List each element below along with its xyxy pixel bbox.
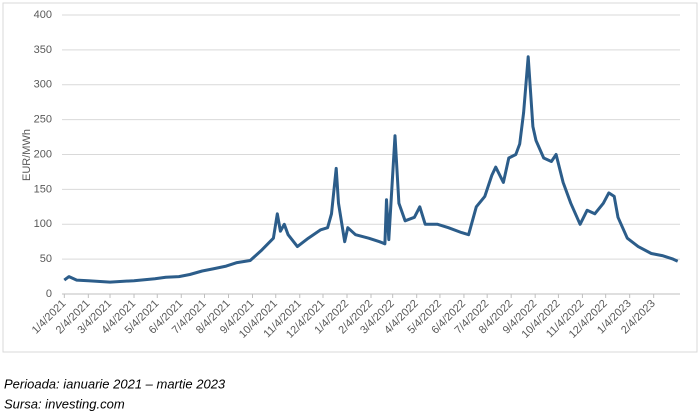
- y-axis-label: EUR/MWh: [21, 129, 33, 181]
- y-tick-label: 250: [34, 114, 52, 126]
- y-tick-label: 100: [34, 218, 52, 230]
- y-tick-label: 400: [34, 9, 52, 21]
- y-tick-label: 150: [34, 183, 52, 195]
- y-tick-label: 350: [34, 44, 52, 56]
- y-tick-label: 50: [40, 253, 52, 265]
- line-series: [63, 55, 679, 284]
- note: Perioada: ianuarie 2021 – martie 2023: [4, 376, 226, 391]
- y-tick-label: 300: [34, 79, 52, 91]
- y-tick-label: 200: [34, 148, 52, 160]
- y-tick-label: 0: [46, 288, 52, 300]
- note: Sursa: investing.com: [4, 396, 125, 411]
